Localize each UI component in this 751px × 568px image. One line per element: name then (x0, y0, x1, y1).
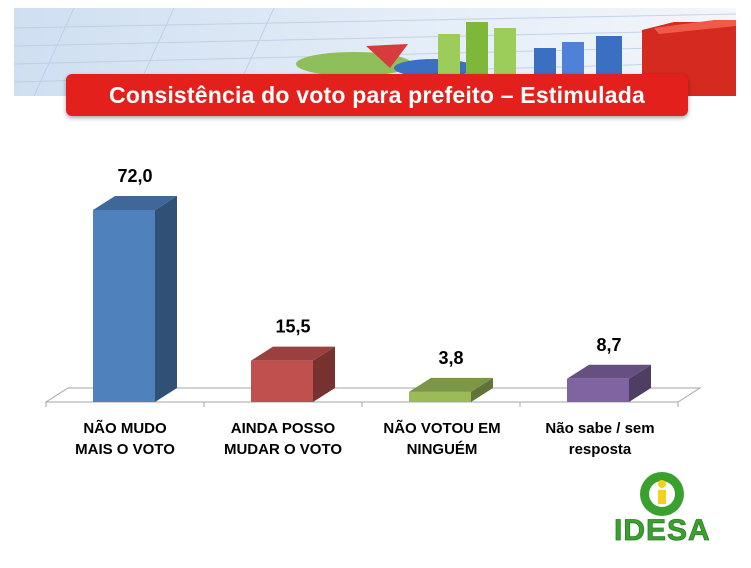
bar-side (155, 196, 177, 402)
svg-text:IDESA: IDESA (614, 514, 711, 547)
bar-nao-mudo (93, 196, 177, 402)
bar-ainda-posso (251, 346, 335, 402)
data-label-nao-mudo: 72,0 (117, 166, 152, 186)
data-label-ainda-posso: 15,5 (275, 317, 310, 337)
bar-top (251, 346, 335, 361)
bar-front (251, 360, 313, 402)
bar-front (93, 210, 155, 402)
page-title: Consistência do voto para prefeito – Est… (66, 74, 688, 116)
data-label-nao-sabe: 8,7 (596, 335, 621, 355)
bar-nao-votou (409, 377, 493, 402)
bar-top (567, 364, 651, 379)
bar-front (409, 391, 471, 402)
category-label-nao-sabe: Não sabe / sem resposta (545, 420, 655, 458)
category-label-nao-mudo: NÃO MUDO MAIS O VOTO (75, 420, 175, 458)
category-label-ainda-posso: AINDA POSSO MUDAR O VOTO (223, 420, 343, 458)
bar-side (313, 346, 335, 402)
data-label-nao-votou: 3,8 (438, 348, 463, 368)
bar-nao-sabe (567, 364, 651, 402)
bar-side (471, 377, 493, 402)
bar-top (93, 196, 177, 210)
bar-front (567, 378, 629, 402)
category-label-nao-votou: NÃO VOTOU EM NINGUÉM (383, 420, 501, 458)
bar-top (409, 377, 493, 392)
bar-side (629, 364, 651, 402)
idesa-logo: IDESA (608, 470, 738, 555)
